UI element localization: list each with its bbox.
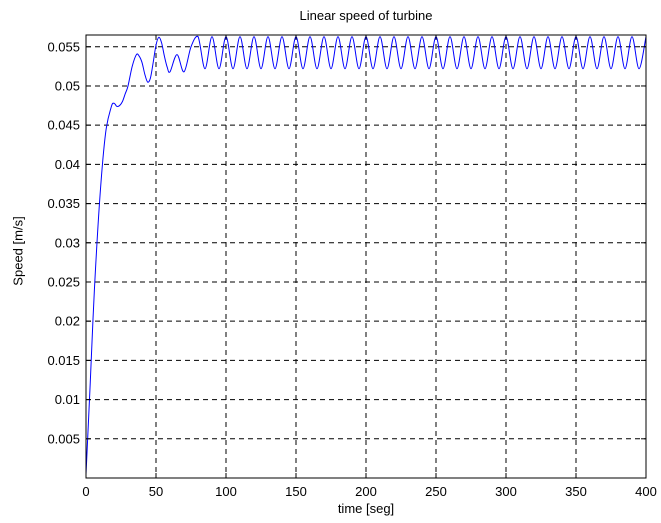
y-tick-label: 0.055: [47, 39, 80, 54]
y-tick-label: 0.045: [47, 118, 80, 133]
y-tick-label: 0.04: [55, 157, 80, 172]
chart-title: Linear speed of turbine: [299, 8, 433, 23]
x-tick-label: 350: [565, 484, 587, 499]
x-tick-label: 200: [355, 484, 377, 499]
x-tick-label: 100: [215, 484, 237, 499]
axes-layer: 0 50 100 150 200 250 300 350 400 0.005 0.01 0.015 0.…: [47, 35, 657, 499]
y-tick-label: 0.05: [55, 78, 80, 93]
y-tick-label: 0.03: [55, 235, 80, 250]
y-tick-label: 0.035: [47, 196, 80, 211]
y-tick-label: 0.025: [47, 274, 80, 289]
y-tick-label: 0.01: [55, 392, 80, 407]
y-tick-label: 0.005: [47, 431, 80, 446]
x-tick-label: 250: [425, 484, 447, 499]
x-tick-label: 0: [82, 484, 89, 499]
x-tick-label: 300: [495, 484, 517, 499]
x-axis-label: time [seg]: [337, 501, 395, 516]
x-tick-label: 400: [635, 484, 657, 499]
y-tick-label: 0.015: [47, 353, 80, 368]
axes-box: [85, 34, 647, 479]
grid-layer: [86, 35, 646, 478]
x-tick-label: 150: [285, 484, 307, 499]
speed-series-line: [85, 35, 647, 475]
y-tick-label: 0.02: [55, 314, 80, 329]
x-tick-label: 50: [149, 484, 163, 499]
